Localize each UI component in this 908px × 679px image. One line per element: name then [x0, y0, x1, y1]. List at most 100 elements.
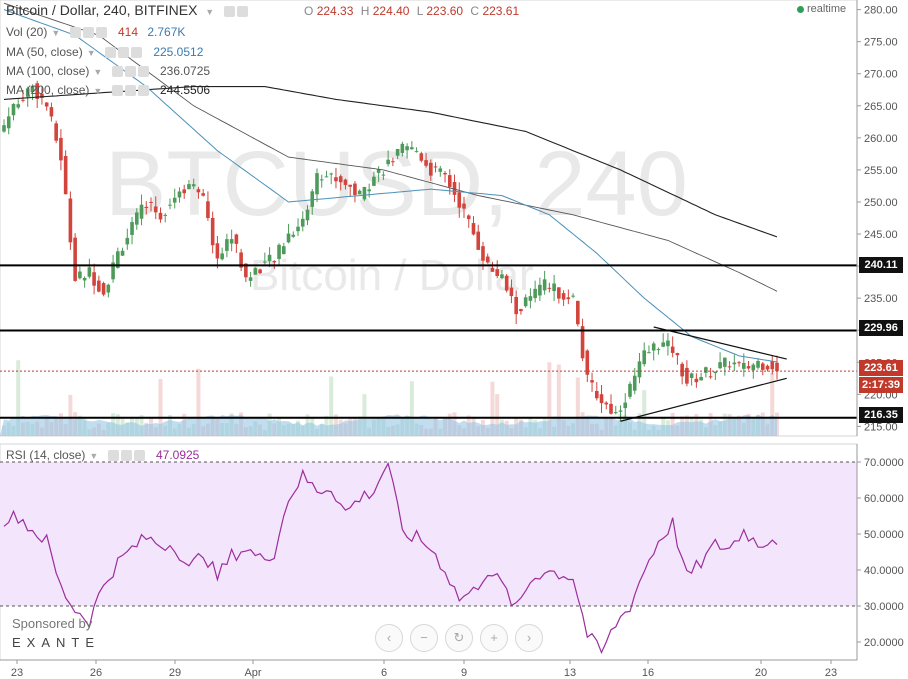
rsi-tick-label: 40.0000	[864, 565, 904, 577]
candle-body	[523, 297, 528, 307]
eye-icon[interactable]	[111, 66, 123, 78]
settings-icon[interactable]	[82, 27, 94, 39]
candle-body	[153, 206, 158, 213]
settings-icon[interactable]	[237, 5, 249, 17]
eye-icon[interactable]	[69, 27, 81, 39]
legend-action-icons[interactable]	[111, 83, 151, 97]
time-tick-label: 23	[11, 667, 23, 679]
candle-body	[609, 403, 613, 414]
scroll-left-button[interactable]: ‹	[375, 624, 403, 652]
chevron-down-icon[interactable]: ▼	[86, 48, 96, 58]
candle-body	[647, 352, 651, 354]
chevron-down-icon[interactable]: ▼	[51, 28, 61, 38]
eye-icon[interactable]	[224, 5, 236, 17]
candle-body	[476, 231, 481, 250]
legend-ma200[interactable]: MA (200, close) ▼ 244.5506	[6, 83, 210, 97]
candle-body	[168, 204, 172, 206]
scroll-right-button[interactable]: ›	[515, 624, 543, 652]
candle-body	[604, 402, 609, 405]
volume-bar	[158, 379, 163, 436]
zoom-out-button[interactable]: −	[410, 624, 438, 652]
candle-body	[552, 283, 556, 292]
legend-action-icons[interactable]	[104, 45, 144, 59]
candle-body	[49, 107, 54, 117]
close-icon[interactable]	[137, 85, 149, 97]
legend-rsi[interactable]: RSI (14, close) ▼ 47.0925	[6, 448, 199, 462]
candle-body	[391, 161, 395, 163]
sponsor-logo[interactable]: EXANTE	[12, 635, 101, 650]
candle-body	[632, 375, 637, 391]
candle-body	[485, 256, 490, 263]
close-icon[interactable]	[137, 66, 149, 78]
rsi-label: RSI (14, close)	[6, 448, 86, 462]
legend-vol[interactable]: Vol (20) ▼ 414 2.767K	[6, 25, 185, 39]
candle-body	[694, 378, 699, 383]
settings-icon[interactable]	[120, 450, 132, 462]
candle-body	[149, 201, 153, 203]
settings-icon[interactable]	[117, 47, 129, 59]
ma50-value: 225.0512	[153, 45, 204, 59]
chevron-down-icon[interactable]: ▼	[205, 7, 215, 17]
candle-body	[471, 223, 476, 235]
close-icon[interactable]	[133, 450, 145, 462]
volume-bar	[547, 362, 552, 436]
level-tag-229: 229.96	[859, 320, 903, 336]
reset-button[interactable]: ↻	[445, 624, 473, 652]
candle-body	[97, 280, 101, 292]
volume-bar	[490, 381, 495, 436]
eye-icon[interactable]	[107, 450, 119, 462]
legend-ma50[interactable]: MA (50, close) ▼ 225.0512	[6, 45, 203, 59]
price-tick-label: 275.00	[864, 37, 898, 49]
legend-ma100[interactable]: MA (100, close) ▼ 236.0725	[6, 64, 210, 78]
candle-body	[92, 272, 96, 286]
ohlc-close-label: C	[470, 4, 480, 18]
symbol-title[interactable]: Bitcoin / Dollar, 240, BITFINEX ▼	[6, 2, 250, 18]
settings-icon[interactable]	[124, 85, 136, 97]
candle-body	[315, 173, 319, 195]
ma100-label: MA (100, close)	[6, 64, 90, 78]
candle-body	[718, 362, 722, 369]
candle-body	[443, 172, 447, 175]
legend-action-icons[interactable]	[107, 448, 147, 462]
candle-body	[495, 269, 500, 276]
volume-bar	[362, 394, 367, 436]
candle-body	[272, 260, 277, 263]
legend-action-icons[interactable]	[224, 2, 250, 18]
candle-body	[6, 116, 11, 129]
chevron-down-icon[interactable]: ▼	[93, 86, 103, 96]
volume-bar	[196, 368, 201, 436]
candle-body	[44, 102, 49, 107]
zoom-in-button[interactable]: +	[480, 624, 508, 652]
candle-body	[528, 296, 533, 301]
candle-body	[746, 366, 751, 369]
candle-body	[642, 350, 647, 365]
candle-body	[547, 287, 552, 289]
candle-body	[457, 192, 462, 208]
candle-body	[225, 239, 229, 251]
chevron-down-icon[interactable]: ▼	[89, 451, 99, 461]
candle-body	[291, 234, 296, 237]
chevron-down-icon[interactable]: ▼	[93, 67, 103, 77]
candle-body	[661, 342, 665, 347]
sponsored-label: Sponsored by	[12, 616, 93, 631]
eye-icon[interactable]	[104, 47, 116, 59]
eye-icon[interactable]	[111, 85, 123, 97]
candle-body	[699, 377, 703, 381]
legend-action-icons[interactable]	[69, 25, 109, 39]
settings-icon[interactable]	[124, 66, 136, 78]
candle-body	[429, 162, 433, 176]
legend-action-icons[interactable]	[111, 64, 151, 78]
volume-bar	[409, 381, 414, 436]
ma200-value: 244.5506	[159, 83, 211, 97]
close-icon[interactable]	[130, 47, 142, 59]
ma50-label: MA (50, close)	[6, 45, 83, 59]
candle-body	[343, 179, 348, 185]
candle-body	[405, 146, 409, 151]
volume-bar	[495, 394, 500, 436]
countdown-tag: 2:17:39	[859, 377, 903, 393]
price-tick-label: 235.00	[864, 293, 898, 305]
volume-ma-area	[0, 414, 777, 436]
ohlc-high-label: H	[360, 4, 370, 18]
close-icon[interactable]	[95, 27, 107, 39]
